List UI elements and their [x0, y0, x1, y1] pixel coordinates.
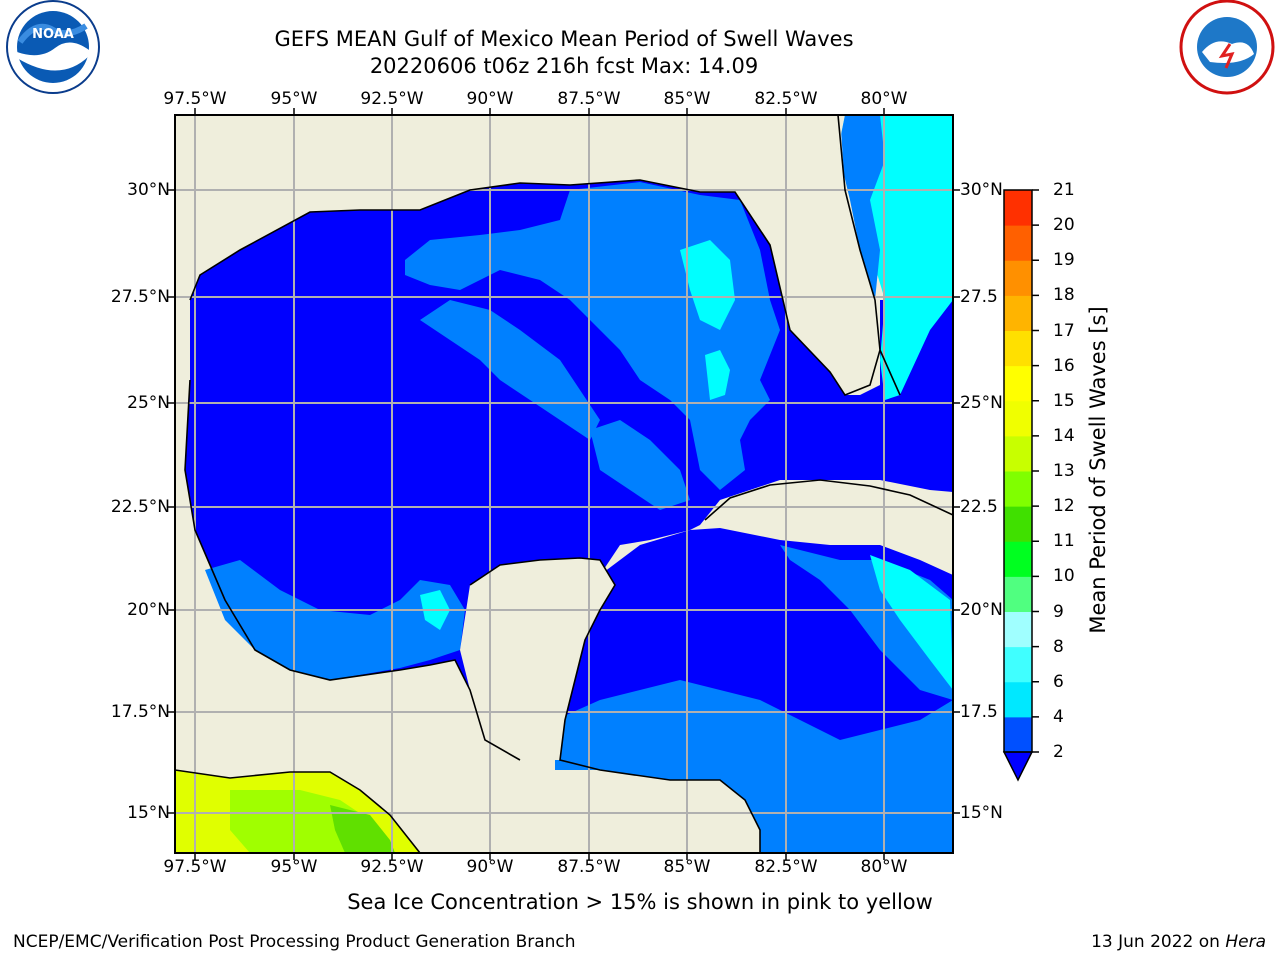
colorbar-tick-label: 18 [1053, 285, 1075, 306]
colorbar-tick-label: 8 [1053, 636, 1064, 657]
lon-label-top: 90°W [466, 89, 514, 109]
colorbar-segment [1004, 295, 1032, 331]
lon-label-top: 87.5°W [557, 89, 621, 109]
date-text: 13 Jun 2022 on Hera [1091, 932, 1266, 952]
lon-label-top: 95°W [270, 89, 318, 109]
cuba-land [705, 480, 953, 575]
colorbar-segment [1004, 330, 1032, 367]
lon-label-top: 80°W [860, 89, 908, 109]
colorbar-tick-label: 16 [1053, 355, 1075, 376]
colorbar-tick-label: 14 [1053, 425, 1075, 446]
lon-label-top: 85°W [663, 89, 711, 109]
colorbar-segment [1004, 541, 1032, 577]
colorbar-segment [1004, 681, 1032, 718]
florida-land [770, 115, 880, 395]
lat-label-right: 30°N [960, 180, 1003, 200]
caribbean-cyan [870, 555, 953, 690]
colorbar-title: Mean Period of Swell Waves [s] [1086, 306, 1110, 634]
caribbean-lightblue [555, 680, 953, 853]
svg-text:NOAA: NOAA [32, 27, 74, 42]
colorbar-tick-label: 19 [1053, 250, 1075, 271]
lat-label-right: 15°N [960, 803, 1003, 823]
lon-label-bottom: 97.5°W [163, 857, 227, 877]
yucatan-land [460, 558, 615, 760]
colorbar-tick-label: 21 [1053, 180, 1075, 200]
colorbar-tick-label: 4 [1053, 706, 1064, 727]
atlantic-mid [838, 115, 885, 300]
lon-label-bottom: 92.5°W [360, 857, 424, 877]
colorbar-segment [1004, 190, 1032, 226]
lon-label-bottom: 87.5°W [557, 857, 621, 877]
lat-label-left: 17.5°N [110, 702, 170, 722]
date-value: 13 Jun 2022 on [1091, 932, 1220, 952]
colorbar-segment [1004, 225, 1032, 261]
lat-label-left: 30°N [127, 180, 170, 200]
graticule [175, 115, 953, 853]
colorbar-tick-label: 15 [1053, 390, 1075, 411]
colorbar-segment [1004, 365, 1032, 402]
colorbar-tick-label: 11 [1053, 531, 1075, 552]
colorbar-segment [1004, 435, 1032, 472]
colorbar-tick-label: 6 [1053, 671, 1064, 692]
colorbar-tick-label: 2 [1053, 742, 1064, 762]
credit-text: NCEP/EMC/Verification Post Processing Pr… [13, 932, 576, 952]
colorbar-tick-label: 17 [1053, 320, 1075, 341]
lon-label-bottom: 82.5°W [754, 857, 818, 877]
lat-label-right: 25°N [960, 393, 1003, 413]
map-ticks [168, 108, 960, 860]
nws-logo [1179, 0, 1275, 95]
west-gulf-lightblue [205, 560, 465, 680]
machine-name: Hera [1225, 932, 1266, 952]
pacific-green-dark [330, 805, 395, 853]
colorbar-tick-label: 20 [1053, 215, 1075, 236]
gulf-lightblue-2 [420, 300, 600, 440]
lat-label-left: 25°N [127, 393, 170, 413]
lon-label-bottom: 80°W [860, 857, 908, 877]
lat-label-right: 22.5 [960, 497, 998, 517]
lon-label-bottom: 95°W [270, 857, 318, 877]
lon-label-top: 92.5°W [360, 89, 424, 109]
lat-label-left: 20°N [127, 600, 170, 620]
lat-label-left: 15°N [127, 803, 170, 823]
lat-label-left: 22.5°N [110, 497, 170, 517]
lat-label-left: 27.5°N [110, 287, 170, 307]
colorbar [1002, 189, 1039, 782]
gulf-lightblue-3 [590, 420, 690, 510]
colorbar-tick-label: 9 [1053, 601, 1064, 622]
chart-subtitle: 20220606 t06z 216h fcst Max: 14.09 [369, 54, 759, 78]
map-frame [174, 114, 954, 854]
colorbar-segment [1004, 260, 1032, 296]
ice-note: Sea Ice Concentration > 15% is shown in … [347, 890, 933, 914]
lon-label-top: 82.5°W [754, 89, 818, 109]
colorbar-segment [1004, 646, 1032, 683]
lon-label-bottom: 90°W [466, 857, 514, 877]
colorbar-tick-label: 13 [1053, 461, 1075, 481]
bahamas-blue [900, 335, 953, 492]
lon-label-top: 97.5°W [163, 89, 227, 109]
colorbar-segment [1004, 716, 1032, 753]
gulf-cyan-2 [705, 350, 730, 400]
colorbar-extend-arrow [1002, 751, 1034, 782]
lat-label-right: 20°N [960, 600, 1003, 620]
chart-title: GEFS MEAN Gulf of Mexico Mean Period of … [274, 27, 854, 51]
noaa-logo: NOAA [6, 0, 100, 94]
colorbar-segment [1004, 506, 1032, 542]
coastline [175, 115, 953, 853]
colorbar-segment [1004, 471, 1032, 507]
colorbar-segment [1004, 576, 1032, 612]
lon-label-bottom: 85°W [663, 857, 711, 877]
gulf-cyan [680, 240, 735, 330]
colorbar-segment [1004, 611, 1032, 648]
lat-label-right: 17.5 [960, 702, 998, 722]
lat-label-right: 27.5 [960, 287, 998, 307]
colorbar-segment [1004, 400, 1032, 437]
colorbar-tick-label: 12 [1053, 496, 1075, 517]
colorbar-tick-label: 10 [1053, 566, 1075, 587]
